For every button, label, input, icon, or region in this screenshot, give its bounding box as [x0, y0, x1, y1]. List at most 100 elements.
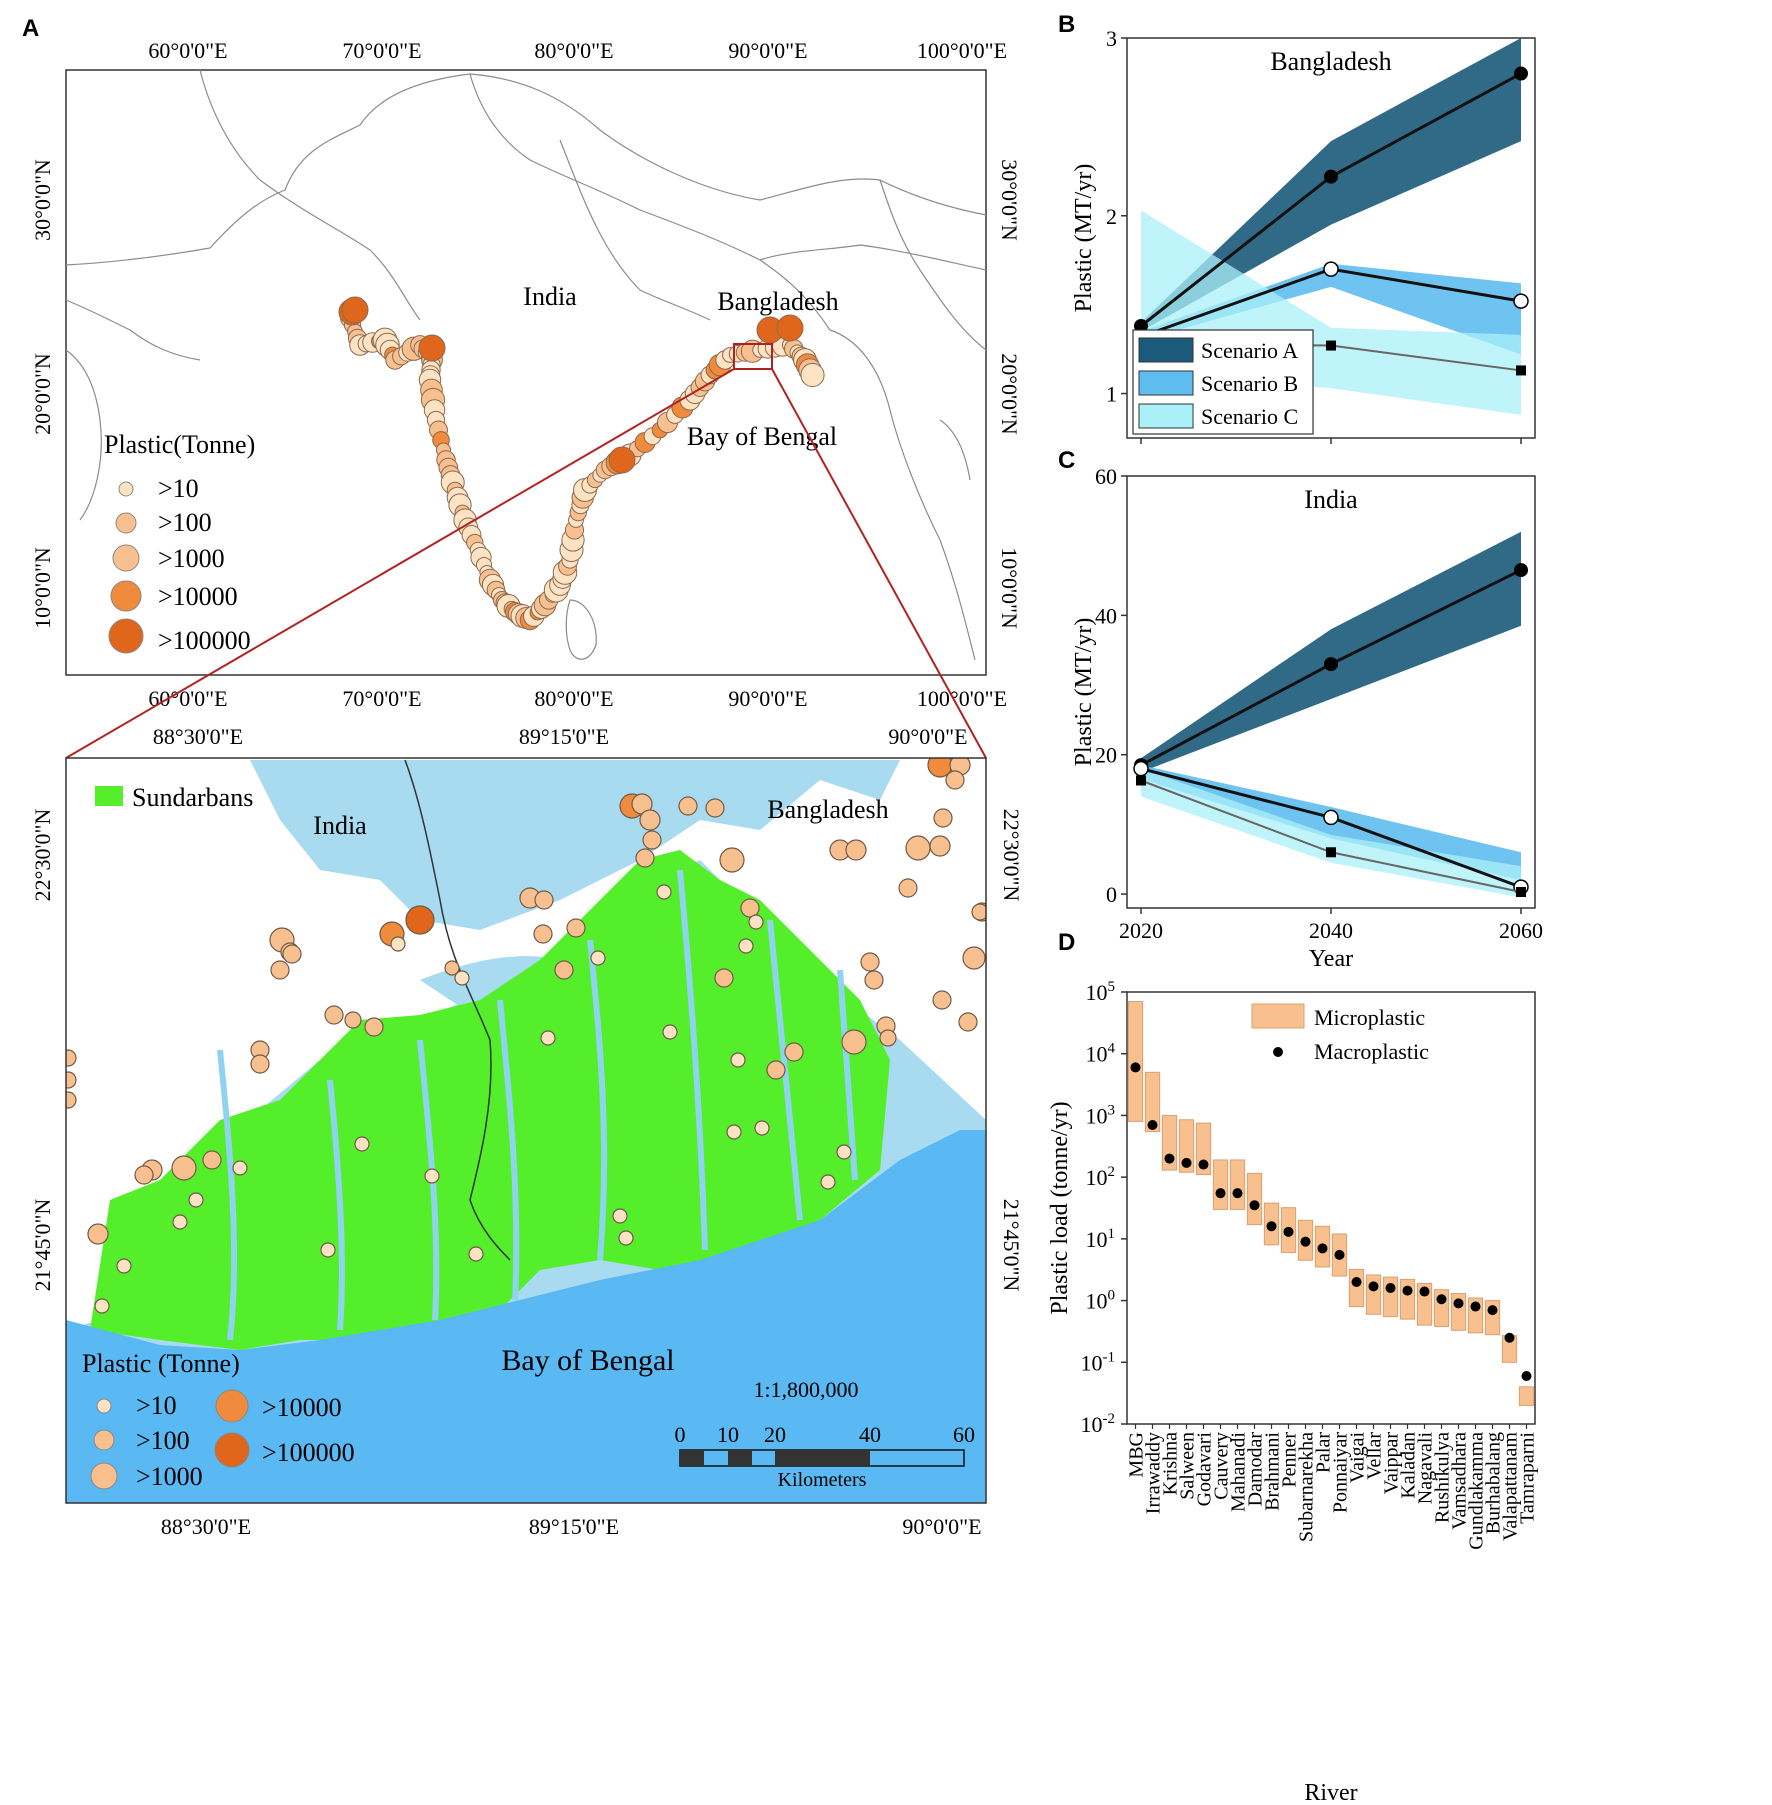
coastal-plastic-marker — [800, 362, 825, 388]
plastic-marker — [444, 960, 460, 976]
plastic-marker — [933, 808, 953, 828]
plastic-marker — [424, 1168, 440, 1184]
plastic-marker — [958, 1012, 978, 1032]
plastic-marker — [841, 1029, 867, 1055]
plastic-marker — [612, 1208, 628, 1224]
legend-swatch — [1138, 403, 1194, 429]
microplastic-range-bar — [1246, 1172, 1263, 1226]
plastic-marker — [836, 1144, 852, 1160]
plastic-marker — [188, 1192, 204, 1208]
y-axis-title: Plastic load (tonne/yr) — [1047, 1101, 1073, 1314]
plastic-marker — [662, 1024, 678, 1040]
lat-label: 20°0'0"N — [997, 353, 1022, 435]
x-tick-label: 2040 — [1309, 918, 1353, 943]
macroplastic-point — [1198, 1159, 1209, 1170]
river-label: Rushikulya — [1432, 1432, 1454, 1523]
bottom-legend-marker-100000 — [214, 1432, 250, 1468]
y-tick-label: 40 — [1095, 603, 1117, 628]
band-scenario-c — [1141, 768, 1521, 898]
lon-label: 100°0'0"E — [917, 38, 1007, 63]
panel-letter-d: D — [1058, 929, 1075, 956]
bottom-legend-item-5: >100000 — [262, 1438, 355, 1467]
bottom-legend-marker-1000 — [90, 1462, 118, 1490]
plastic-marker — [94, 1298, 110, 1314]
plastic-marker — [468, 1246, 484, 1262]
microplastic-range-bar — [1229, 1159, 1246, 1210]
y-tick-label: 60 — [1095, 464, 1117, 489]
plastic-marker — [639, 809, 661, 831]
data-point — [1136, 775, 1146, 786]
river-label: Gundlakamma — [1466, 1432, 1488, 1550]
macroplastic-point — [1504, 1332, 1515, 1343]
plastic-marker — [390, 936, 406, 952]
plastic-marker — [635, 848, 655, 868]
data-point — [1514, 563, 1528, 578]
plastic-marker — [116, 1258, 132, 1274]
lon-label: 90°0'0"E — [728, 38, 807, 63]
x-tick-label: 2060 — [1499, 918, 1543, 943]
y-tick-label: 10-1 — [1081, 1349, 1116, 1375]
lat-label: 22°30'0"N — [999, 809, 1024, 902]
data-point — [1323, 809, 1339, 826]
plastic-marker — [971, 903, 986, 921]
scalebar-seg — [680, 1450, 704, 1466]
lat-label: 10°0'0"N — [30, 547, 55, 629]
scalebar-tick: 60 — [953, 1422, 975, 1447]
legend-marker-100000 — [108, 618, 144, 654]
plastic-marker — [864, 970, 884, 990]
data-point — [1516, 886, 1526, 897]
river-label: Krishna — [1160, 1432, 1182, 1495]
plastic-marker — [738, 938, 754, 954]
river-label: Irrawaddy — [1143, 1432, 1165, 1514]
macroplastic-point — [1317, 1243, 1328, 1254]
label-bangladesh: Bangladesh — [717, 287, 838, 316]
sundarbans-swatch — [95, 786, 123, 806]
plastic-marker — [820, 1174, 836, 1190]
plastic-marker — [730, 1052, 746, 1068]
scalebar-seg — [775, 1450, 870, 1466]
macroplastic-point — [1249, 1200, 1260, 1211]
scalebar-tick: 40 — [859, 1422, 881, 1447]
bottom-legend-marker-10 — [96, 1398, 112, 1414]
y-tick-label: 100 — [1086, 1288, 1116, 1314]
coastal-plastic-marker-large — [776, 314, 804, 342]
lon-label: 80°0'0"E — [534, 38, 613, 63]
y-tick-label: 2 — [1106, 204, 1117, 229]
top-legend-item-2: >100 — [158, 508, 212, 537]
bottom-legend-item-2: >100 — [136, 1426, 190, 1455]
panel-letter-b: B — [1058, 11, 1075, 38]
plastic-marker — [754, 1120, 770, 1136]
plastic-marker — [405, 905, 435, 935]
bottom-legend-marker-10000 — [215, 1389, 249, 1423]
plastic-marker — [590, 950, 606, 966]
plastic-marker — [250, 1054, 270, 1074]
india-bangladesh-border — [404, 759, 511, 1261]
chart-bangladesh: 1 2 3 Bangladesh Plastic (MT/yr) Scenario A Sc… — [1071, 26, 1536, 444]
legend-label: Scenario A — [1201, 338, 1298, 363]
river-label: Brahmani — [1262, 1432, 1284, 1511]
data-point — [1514, 66, 1528, 81]
lat-label: 21°45'0"N — [30, 1199, 55, 1292]
bottom-legend-item-1: >10 — [136, 1391, 177, 1420]
band-scenario-a — [1141, 38, 1521, 332]
plastic-marker — [905, 835, 931, 861]
river-label: Nagavali — [1415, 1432, 1437, 1505]
macroplastic-point — [1164, 1153, 1175, 1164]
river-label: Subarnarekha — [1296, 1432, 1318, 1542]
plastic-marker — [232, 1160, 248, 1176]
plastic-marker — [879, 1029, 897, 1047]
macroplastic-point — [1385, 1282, 1396, 1293]
x-axis-title: River — [1304, 1780, 1357, 1805]
bottom-map-lat-labels: 22°30'0"N 21°45'0"N 22°30'0"N 21°45'0"N — [30, 809, 1024, 1292]
lon-label: 90°0'0"E — [728, 686, 807, 711]
macroplastic-point — [1521, 1370, 1532, 1381]
microplastic-range-bar — [1348, 1268, 1365, 1308]
river-label: MBG — [1126, 1432, 1148, 1478]
lat-label: 10°0'0"N — [997, 547, 1022, 629]
lat-label: 30°0'0"N — [30, 159, 55, 241]
coastal-plastic-marker-large — [608, 446, 636, 474]
legend-label: Macroplastic — [1314, 1039, 1429, 1064]
scalebar-unit: Kilometers — [778, 1469, 867, 1491]
y-tick-label: 104 — [1086, 1041, 1116, 1067]
top-map: India Bangladesh Bay of Bengal Plastic(T… — [30, 38, 1022, 711]
